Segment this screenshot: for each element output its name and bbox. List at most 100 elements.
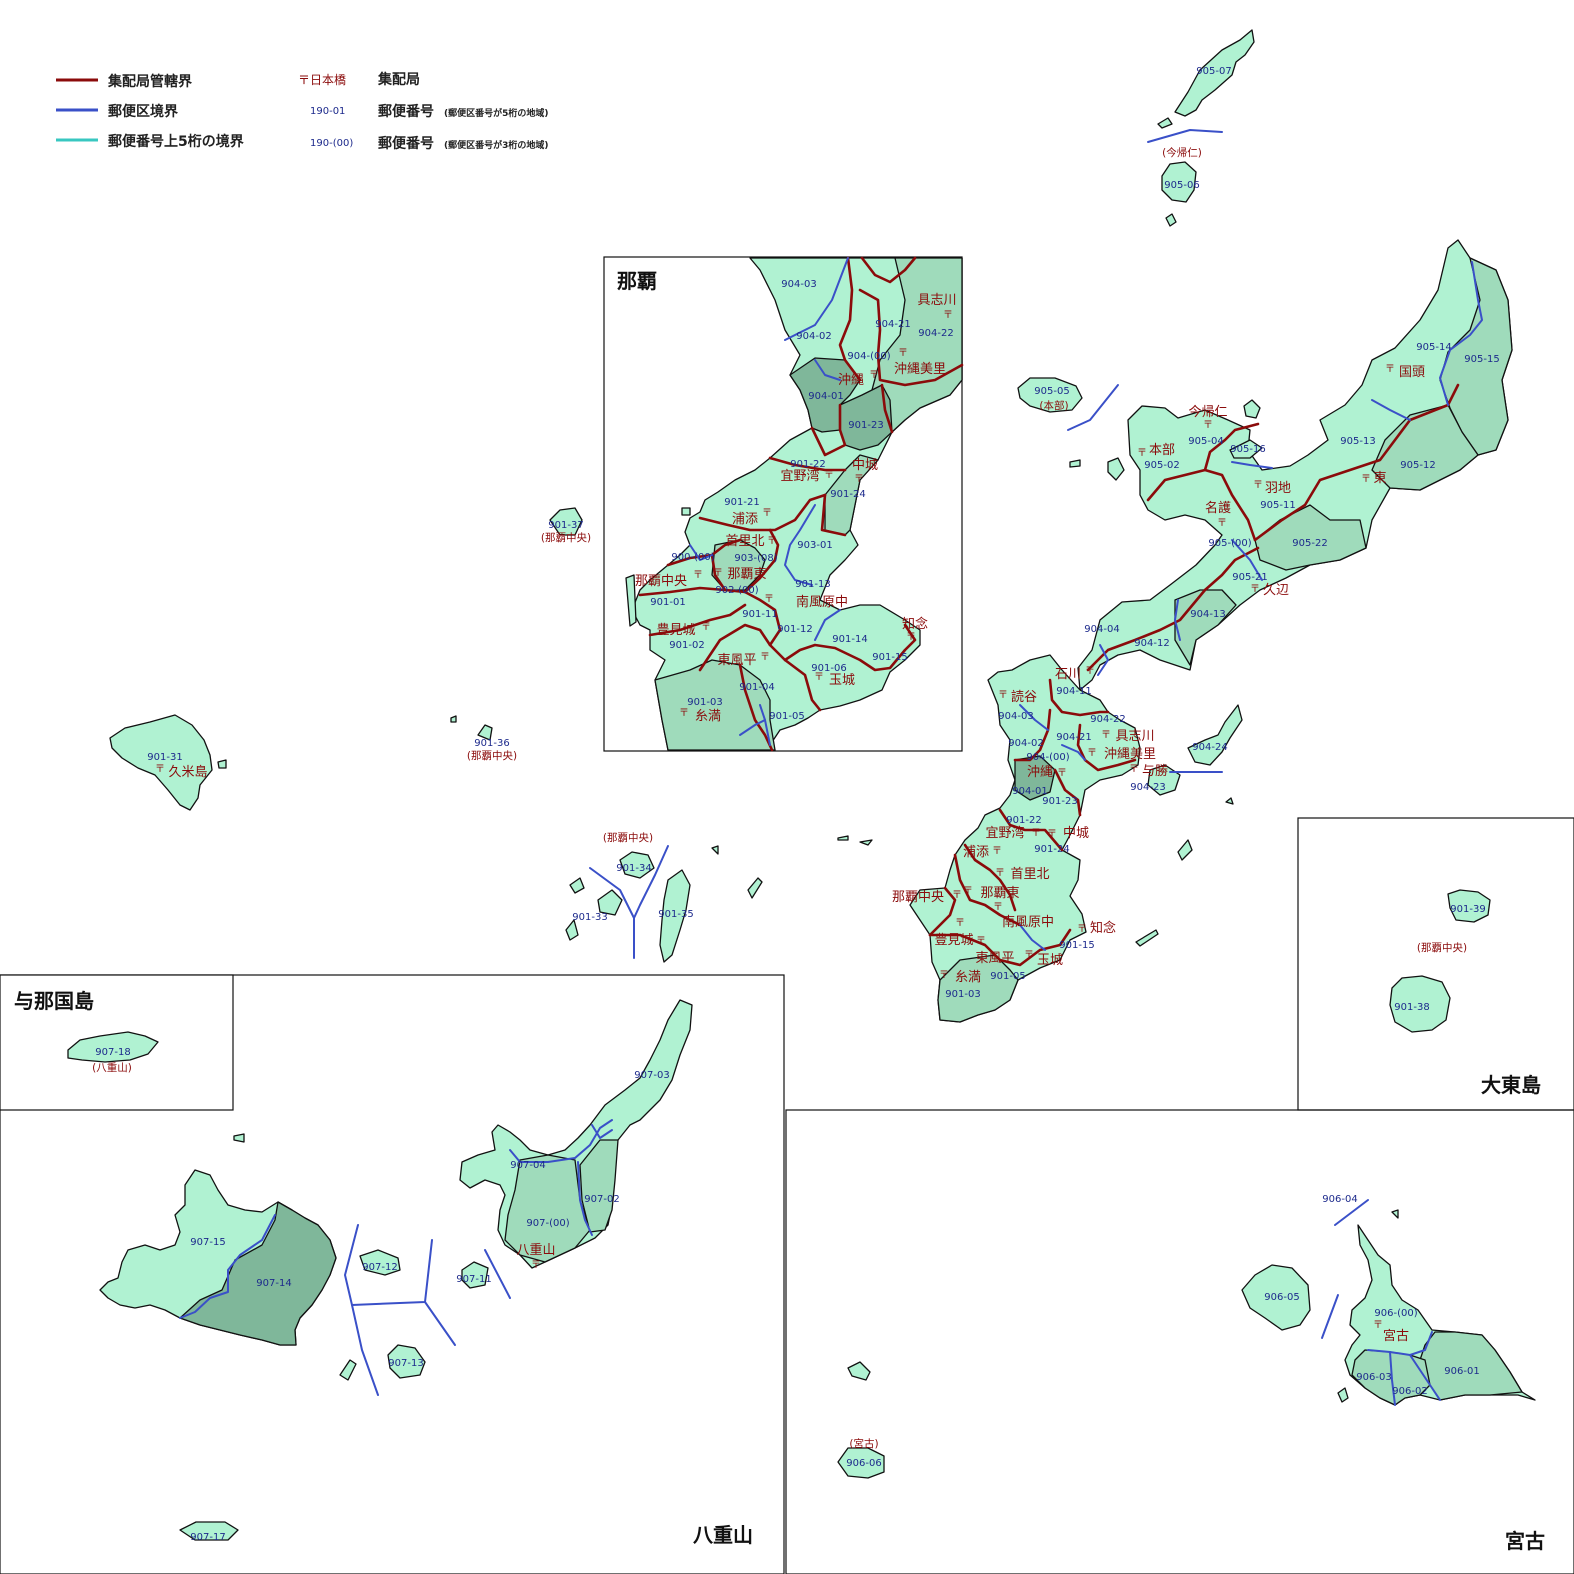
island-901-39 bbox=[1447, 889, 1491, 923]
zone-line-miyako-4 bbox=[1334, 1199, 1369, 1226]
office-label-o12: 与勝 bbox=[1142, 764, 1168, 779]
note-label-t8: (宮古) bbox=[849, 1437, 878, 1450]
island-906-06 bbox=[837, 1447, 885, 1479]
postmark-icon-o23: 〒 bbox=[976, 936, 986, 947]
zip-label-z37: 901-33 bbox=[572, 912, 607, 923]
zone-line-south bbox=[1019, 924, 1046, 951]
office-label-o3: 羽地 bbox=[1265, 481, 1291, 496]
island-901-38 bbox=[1389, 975, 1451, 1033]
inset-zip-label-n12: 900-(00) bbox=[671, 552, 714, 563]
zip-label-z17: 904-12 bbox=[1134, 638, 1169, 649]
postmark-icon-o12: 〒 bbox=[1129, 764, 1139, 775]
daito-box bbox=[1297, 817, 1574, 1111]
note-label-t2: (本部) bbox=[1039, 399, 1068, 412]
zone-line-yaeyama-3 bbox=[424, 1301, 456, 1346]
region-daito: 大東島 bbox=[1481, 1073, 1541, 1097]
inset-office-5 bbox=[810, 403, 847, 457]
legend-zip3-note: (郵便区番号が3桁の地域) bbox=[444, 139, 549, 151]
office-label-o16: 浦添 bbox=[963, 845, 989, 860]
island-901-33-c bbox=[569, 877, 585, 894]
inset-office-7 bbox=[698, 493, 827, 532]
inset-zone-1 bbox=[784, 257, 849, 341]
land-907-14 bbox=[179, 1201, 337, 1346]
inset-office-label-i7: 首里北 bbox=[725, 534, 764, 549]
zip-label-z44: 907-02 bbox=[584, 1194, 619, 1205]
yaeyama-box bbox=[0, 974, 785, 1574]
inset-office-16 bbox=[738, 663, 774, 752]
inset-postmark-icon-i1: 〒 bbox=[943, 310, 953, 321]
postmark-icon-o18: 〒 bbox=[952, 890, 962, 901]
postmark-icon-o28: 〒 bbox=[1373, 1320, 1383, 1331]
office-label-o13: 沖縄 bbox=[1027, 765, 1053, 780]
zip-label-z54: 906-(00) bbox=[1374, 1308, 1417, 1319]
zip-label-z24: 904-24 bbox=[1192, 742, 1227, 753]
islet-north bbox=[1165, 213, 1177, 227]
postmark-icon-o10: 〒 bbox=[1101, 730, 1111, 741]
inset-zip-label-n13: 903-(08) bbox=[734, 553, 777, 564]
zip-label-z47: 907-14 bbox=[256, 1278, 291, 1289]
island-905-06 bbox=[1161, 161, 1197, 203]
zone-line-kerama-1 bbox=[589, 867, 635, 919]
postmark-icon-o2: 〒 bbox=[1137, 448, 1147, 459]
inset-postmark-icon-i2: 〒 bbox=[898, 348, 908, 359]
zone-line-kerama-2 bbox=[633, 845, 669, 919]
inset-office-label-i3: 沖縄 bbox=[838, 373, 864, 388]
inset-land-902 bbox=[711, 539, 766, 591]
office-line-central-4 bbox=[1013, 708, 1052, 762]
office-line-south-2 bbox=[963, 843, 1017, 912]
islet-east-3 bbox=[1225, 797, 1234, 805]
zone-line-904-13 bbox=[1174, 599, 1181, 641]
zip-label-z21: 904-21 bbox=[1056, 732, 1091, 743]
inset-zip-label-n15: 901-13 bbox=[795, 579, 830, 590]
zip-label-layer: 905-07 905-06 905-05 905-04 905-16 905-02 905-… bbox=[95, 66, 1499, 1543]
zip-label-z40: 901-38 bbox=[1394, 1002, 1429, 1013]
zip-label-z43: 907-04 bbox=[510, 1160, 545, 1171]
zip-label-z15: 904-13 bbox=[1190, 609, 1225, 620]
islet-905-16-a bbox=[1243, 399, 1261, 419]
inset-postmark-icon-i14: 〒 bbox=[814, 672, 824, 683]
zip-label-z29: 901-24 bbox=[1034, 844, 1069, 855]
islet-north-2 bbox=[1157, 117, 1173, 129]
office-line-north-1 bbox=[1146, 468, 1257, 542]
zone-line-yaeyama-4 bbox=[484, 1249, 511, 1299]
island-907-11 bbox=[461, 1261, 489, 1289]
note-label-t7: (八重山) bbox=[92, 1061, 132, 1074]
zip-label-z11: 905-12 bbox=[1400, 460, 1435, 471]
office-label-o9: 読谷 bbox=[1011, 689, 1037, 705]
islet-east-1 bbox=[1177, 839, 1193, 861]
zip-label-z49: 907-11 bbox=[456, 1274, 491, 1285]
islet-east-4 bbox=[837, 835, 849, 841]
zip-label-z48: 907-12 bbox=[362, 1262, 397, 1273]
inset-postmark-icon-i13: 〒 bbox=[760, 652, 770, 663]
legend-zip5-note: (郵便区番号が5桁の地域) bbox=[444, 107, 549, 119]
postmark-icon-o4: 〒 bbox=[1217, 518, 1227, 529]
island-905-07 bbox=[1174, 29, 1255, 117]
postmark-icon-o15: 〒 bbox=[1047, 829, 1057, 840]
inset-postmark-icon-i10: 〒 bbox=[764, 594, 774, 605]
okinawa-main-island bbox=[837, 239, 1513, 1023]
office-label-o15: 中城 bbox=[1063, 826, 1089, 841]
zip-label-z13: 905-22 bbox=[1292, 538, 1327, 549]
office-label-o24: 玉城 bbox=[1037, 953, 1063, 968]
islet-w1 bbox=[450, 715, 457, 723]
inset-office-label-i1: 具志川 bbox=[917, 293, 956, 308]
island-901-33-b bbox=[565, 919, 579, 941]
island-907-13 bbox=[387, 1344, 426, 1379]
postmark-icon-o17: 〒 bbox=[995, 868, 1005, 879]
postmark-icon-o6: 〒 bbox=[1385, 364, 1395, 375]
postmark-icon-o13: 〒 bbox=[1057, 768, 1067, 779]
inset-office-6 bbox=[768, 456, 847, 472]
inset-zip-label-n25: 901-05 bbox=[769, 711, 804, 722]
postmark-icon-o27: 〒 bbox=[531, 1260, 541, 1271]
note-label-t3: (那覇中央) bbox=[541, 531, 591, 544]
inset-office-10 bbox=[710, 528, 780, 594]
inset-postmark-icon-i5: 〒 bbox=[824, 470, 834, 481]
islet-aragusuku bbox=[339, 1359, 357, 1381]
region-yaeyama: 八重山 bbox=[693, 1523, 753, 1547]
zip-label-z45: 907-(00) bbox=[526, 1218, 569, 1229]
inset-zone-5 bbox=[689, 544, 713, 561]
note-label-t4: (那覇中央) bbox=[467, 749, 517, 762]
island-901-33 bbox=[597, 889, 623, 916]
islet-w3 bbox=[711, 845, 719, 855]
zip-label-z35: 901-36 bbox=[474, 738, 509, 749]
